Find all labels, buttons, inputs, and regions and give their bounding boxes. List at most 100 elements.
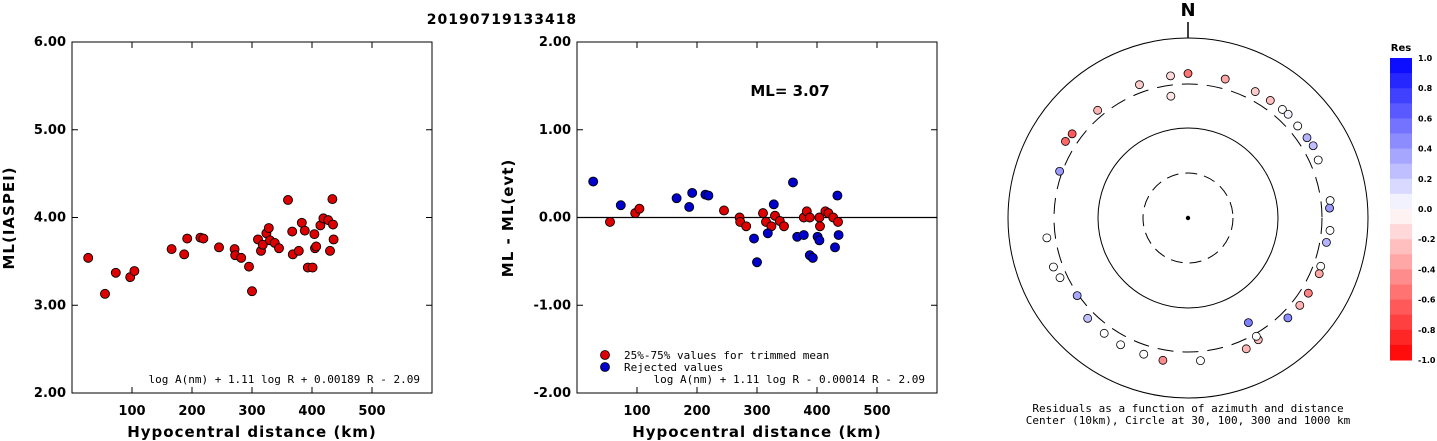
data-point [325, 245, 335, 256]
colorbar-cell [1390, 163, 1412, 180]
azimuth-residual-plot: N Residuals as a function of azimuth and… [1007, 0, 1369, 427]
data-point [798, 230, 809, 241]
legend: 25%-75% values for trimmed mean Rejected… [600, 349, 829, 374]
x-tick-label: 100 [623, 404, 650, 419]
legend-marker-rejected [600, 362, 610, 372]
legend-label-trimmed: 25%-75% values for trimmed mean [624, 349, 829, 362]
data-point [327, 194, 338, 205]
data-points [588, 176, 844, 268]
y-tick-label: -2.00 [534, 386, 571, 401]
colorbar-cell [1390, 224, 1412, 240]
x-tick-label: 500 [358, 404, 385, 419]
colorbar-cell [1390, 209, 1412, 225]
y-axis-label: ML - ML(evt) [499, 159, 517, 277]
colorbar-cell [1390, 133, 1412, 150]
data-point [758, 208, 768, 219]
station-marker [1308, 141, 1318, 151]
data-point [832, 190, 843, 201]
x-tick-label: 300 [743, 404, 770, 419]
data-point [293, 245, 304, 256]
data-point [110, 267, 121, 278]
colorbar-tick-label: 1.0 [1418, 54, 1433, 63]
colorbar-cell [1390, 73, 1412, 89]
colorbar-cell [1390, 269, 1412, 285]
colorbar-ticks: 1.0 0.8 0.6 0.4 0.2 0.0 -0.2 -0.4 -0.6 -0.8 -1.0 [1418, 54, 1436, 365]
data-point [309, 229, 320, 240]
formula-label: log A(nm) + 1.11 log R + 0.00189 R - 2.0… [148, 373, 420, 386]
station-marker [1325, 196, 1335, 205]
station-marker [1139, 349, 1149, 359]
station-marker [1302, 133, 1312, 143]
station-marker [1314, 269, 1324, 279]
data-point [100, 288, 110, 299]
station-marker [1250, 87, 1260, 96]
data-point [236, 252, 247, 263]
colorbar-cell [1390, 148, 1412, 165]
x-tick-label: 200 [178, 404, 205, 419]
station-marker [1251, 331, 1261, 341]
data-point [749, 233, 759, 244]
colorbar-cell [1390, 329, 1412, 346]
data-point [615, 200, 626, 211]
ring-30km [1142, 172, 1234, 264]
data-point [752, 257, 762, 268]
x-tick-label: 400 [803, 404, 830, 419]
data-point [129, 266, 140, 276]
data-point [166, 244, 177, 255]
station-marker [1166, 71, 1175, 81]
caption-line-1: Residuals as a function of azimuth and d… [1032, 402, 1343, 415]
colorbar-cell [1390, 118, 1412, 134]
data-point [287, 226, 298, 237]
data-point [684, 202, 695, 212]
x-axis-label: Hypocentral distance (km) [632, 423, 882, 441]
station-marker [1283, 109, 1293, 119]
data-point [198, 233, 209, 244]
colorbar-tick-label: 0.2 [1418, 175, 1432, 184]
data-point [605, 216, 615, 227]
colorbar-cell [1390, 344, 1412, 361]
data-point [762, 228, 773, 239]
colorbar-cells [1390, 58, 1412, 361]
station-marker [1067, 129, 1077, 139]
station-markers [1042, 69, 1335, 366]
data-point [719, 205, 729, 216]
y-axis-label: ML(IASPEI) [0, 166, 18, 269]
data-point [257, 239, 268, 250]
y-tick-label: 4.00 [34, 211, 66, 226]
data-point [741, 221, 752, 232]
colorbar-cell [1390, 314, 1412, 331]
data-point [179, 249, 190, 260]
station-marker [1244, 318, 1253, 328]
data-point [244, 261, 254, 272]
y-tick-label: 6.00 [34, 35, 66, 50]
data-point [182, 233, 193, 244]
station-marker [1055, 166, 1065, 176]
colorbar-cell [1390, 58, 1412, 74]
station-marker [1055, 273, 1065, 283]
y-tick-label: 0.00 [539, 211, 571, 226]
y-tick-label: 2.00 [34, 386, 66, 401]
station-marker [1061, 137, 1070, 146]
data-point [788, 177, 798, 188]
station-marker [1283, 313, 1293, 323]
formula-label: log A(nm) + 1.11 log R - 0.00014 R - 2.0… [653, 373, 925, 386]
data-point [768, 199, 779, 210]
station-marker [1325, 226, 1335, 235]
residual-vs-distance-chart: 100 200 300 400 500 -2.00 -1.00 0.00 1.00 2.00 ML… [499, 35, 938, 441]
station-marker [1166, 91, 1176, 101]
colorbar-cell [1390, 254, 1412, 270]
data-point [634, 203, 645, 214]
data-point [247, 286, 257, 297]
center-point [1185, 215, 1191, 221]
data-point [833, 230, 844, 241]
station-marker [1042, 233, 1052, 243]
ml-annotation: ML= 3.07 [750, 82, 829, 100]
y-tick-label: 3.00 [34, 298, 66, 313]
x-tick-label: 100 [118, 404, 145, 419]
data-point [263, 223, 274, 233]
legend-marker-trimmed [600, 350, 610, 360]
x-tick-label: 400 [298, 404, 325, 419]
colorbar-cell [1390, 239, 1412, 255]
station-marker [1158, 355, 1168, 365]
